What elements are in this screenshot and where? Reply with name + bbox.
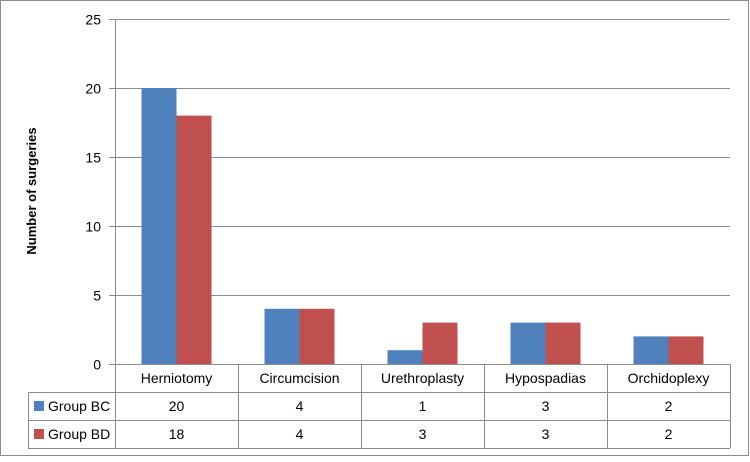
data-label: 2 — [665, 398, 673, 414]
data-label: 2 — [665, 426, 673, 442]
category-label: Hypospadias — [505, 370, 586, 386]
bar-group-bd-herniotomy — [176, 115, 212, 364]
data-label: 4 — [296, 426, 304, 442]
bar-group-bd-urethroplasty — [422, 322, 458, 364]
data-label: 3 — [419, 426, 427, 442]
category-label: Orchidoplexy — [628, 370, 710, 386]
category-label: Herniotomy — [141, 370, 213, 386]
bars — [141, 88, 704, 364]
bar-group-bc-urethroplasty — [387, 350, 423, 364]
bar-group-bd-circumcision — [299, 308, 335, 364]
legend-swatch — [34, 429, 44, 439]
data-label: 20 — [169, 398, 185, 414]
bar-group-bd-orchidoplexy — [668, 336, 704, 364]
axes: 0 5 10 15 20 25 — [85, 12, 116, 373]
y-tick-label: 15 — [85, 150, 101, 166]
category-label: Circumcision — [259, 370, 339, 386]
category-label: Urethroplasty — [381, 370, 464, 386]
legend-swatch — [34, 401, 44, 411]
bar-group-bc-herniotomy — [141, 88, 177, 364]
data-table: Herniotomy Circumcision Urethroplasty Hypos… — [28, 364, 731, 449]
data-label: 4 — [296, 398, 304, 414]
y-tick-label: 20 — [85, 81, 101, 97]
data-label: 18 — [169, 426, 185, 442]
y-tick-label: 25 — [85, 12, 101, 28]
bar-group-bc-circumcision — [264, 308, 300, 364]
y-axis-label: Number of surgeries — [24, 127, 39, 254]
legend-label: Group BC — [48, 398, 110, 414]
data-label: 3 — [542, 426, 550, 442]
data-label: 3 — [542, 398, 550, 414]
bar-group-bc-hypospadias — [510, 322, 546, 364]
y-tick-label: 5 — [93, 288, 101, 304]
bar-group-bd-hypospadias — [545, 322, 581, 364]
data-label: 1 — [419, 398, 427, 414]
y-tick-label: 0 — [93, 357, 101, 373]
y-tick-label: 10 — [85, 219, 101, 235]
legend-label: Group BD — [48, 426, 110, 442]
gridlines — [115, 19, 730, 296]
bar-group-bc-orchidoplexy — [633, 336, 669, 364]
